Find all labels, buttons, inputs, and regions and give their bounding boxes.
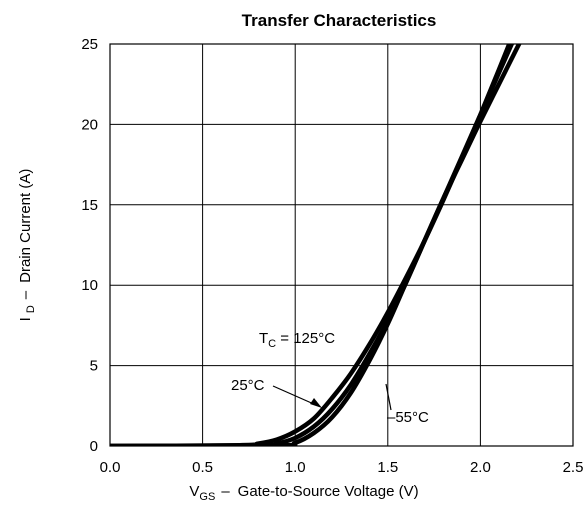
- y-tick-label: 0: [90, 438, 98, 455]
- y-tick-labels: 0 5 10 15 20 25: [81, 36, 98, 455]
- y-tick-label: 10: [81, 277, 98, 294]
- series-line-2: [110, 44, 522, 446]
- y-tick-label: 15: [81, 197, 98, 214]
- x-tick-label: 0.5: [192, 459, 213, 476]
- annotation-25c-arrowhead: [310, 398, 322, 408]
- y-tick-label: 25: [81, 36, 98, 53]
- y-tick-label: 20: [81, 116, 98, 133]
- x-tick-label: 1.0: [285, 459, 306, 476]
- annotation-25c-leader: [272, 385, 317, 406]
- y-axis-label: ID–Drain Current (A): [17, 169, 37, 322]
- x-tick-label: 1.5: [377, 459, 398, 476]
- y-tick-label: 5: [90, 358, 98, 375]
- x-tick-label: 2.0: [470, 459, 491, 476]
- annotation-tc-125: TC = 125°C: [259, 330, 335, 350]
- curves: [110, 44, 522, 446]
- series-line-0: [110, 44, 512, 446]
- annotation-minus55c: –55°C: [387, 409, 429, 426]
- x-tick-labels: 0.0 0.5 1.0 1.5 2.0 2.5: [100, 459, 584, 476]
- x-axis-label: VGS – Gate-to-Source Voltage (V): [189, 483, 418, 503]
- plot-frame: [109, 43, 574, 447]
- annotation-55c-leader: [385, 383, 392, 411]
- series-line-1: [110, 44, 515, 446]
- annotation-25c: 25°C: [231, 377, 265, 394]
- x-tick-label: 0.0: [100, 459, 121, 476]
- chart-title: Transfer Characteristics: [242, 11, 437, 30]
- x-tick-label: 2.5: [563, 459, 584, 476]
